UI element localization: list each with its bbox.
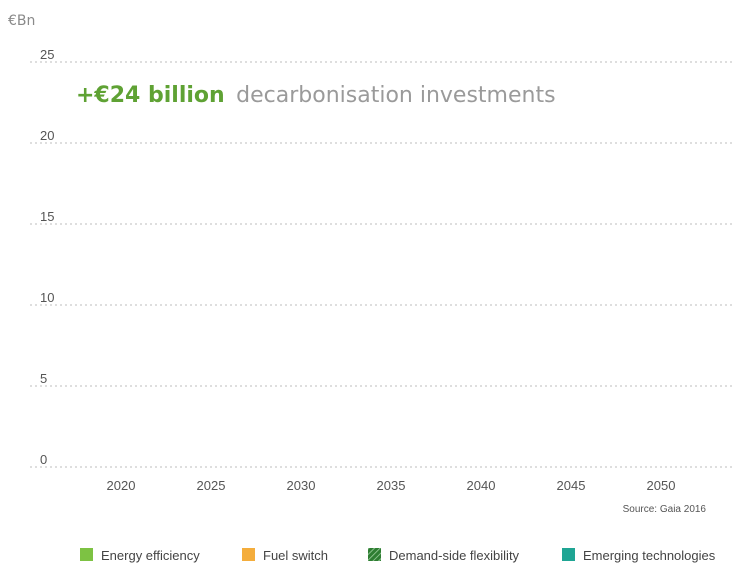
y-axis-ticks: 0 5 10 15 20 25 (40, 47, 54, 467)
y-tick-label: 15 (40, 209, 54, 224)
legend-swatch (242, 548, 255, 561)
legend-swatch (562, 548, 575, 561)
legend: Energy efficiency Fuel switch Demand-side … (80, 548, 716, 563)
legend-swatch (368, 548, 381, 561)
headline-amount: +€24 billion (76, 83, 225, 108)
x-axis-ticks: 2020 2025 2030 2035 2040 2045 2050 (107, 478, 676, 493)
y-tick-label: 20 (40, 128, 54, 143)
x-tick-label: 2050 (647, 478, 676, 493)
gridlines (30, 61, 735, 468)
y-tick-label: 5 (40, 371, 47, 386)
x-tick-label: 2040 (467, 478, 496, 493)
legend-swatch (80, 548, 93, 561)
y-tick-label: 10 (40, 290, 54, 305)
x-tick-label: 2045 (557, 478, 586, 493)
y-tick-label: 0 (40, 452, 47, 467)
legend-label: Energy efficiency (101, 548, 200, 563)
unit-label: €Bn (8, 13, 35, 29)
headline-description: decarbonisation investments (236, 83, 555, 108)
y-tick-label: 25 (40, 47, 54, 62)
legend-label: Fuel switch (263, 548, 328, 563)
x-tick-label: 2020 (107, 478, 136, 493)
x-tick-label: 2025 (197, 478, 226, 493)
x-tick-label: 2035 (377, 478, 406, 493)
x-tick-label: 2030 (287, 478, 316, 493)
legend-label: Demand-side flexibility (389, 548, 520, 563)
headline: +€24 billion decarbonisation investments (76, 83, 556, 108)
legend-label: Emerging technologies (583, 548, 716, 563)
source-note: Source: Gaia 2016 (623, 504, 707, 515)
